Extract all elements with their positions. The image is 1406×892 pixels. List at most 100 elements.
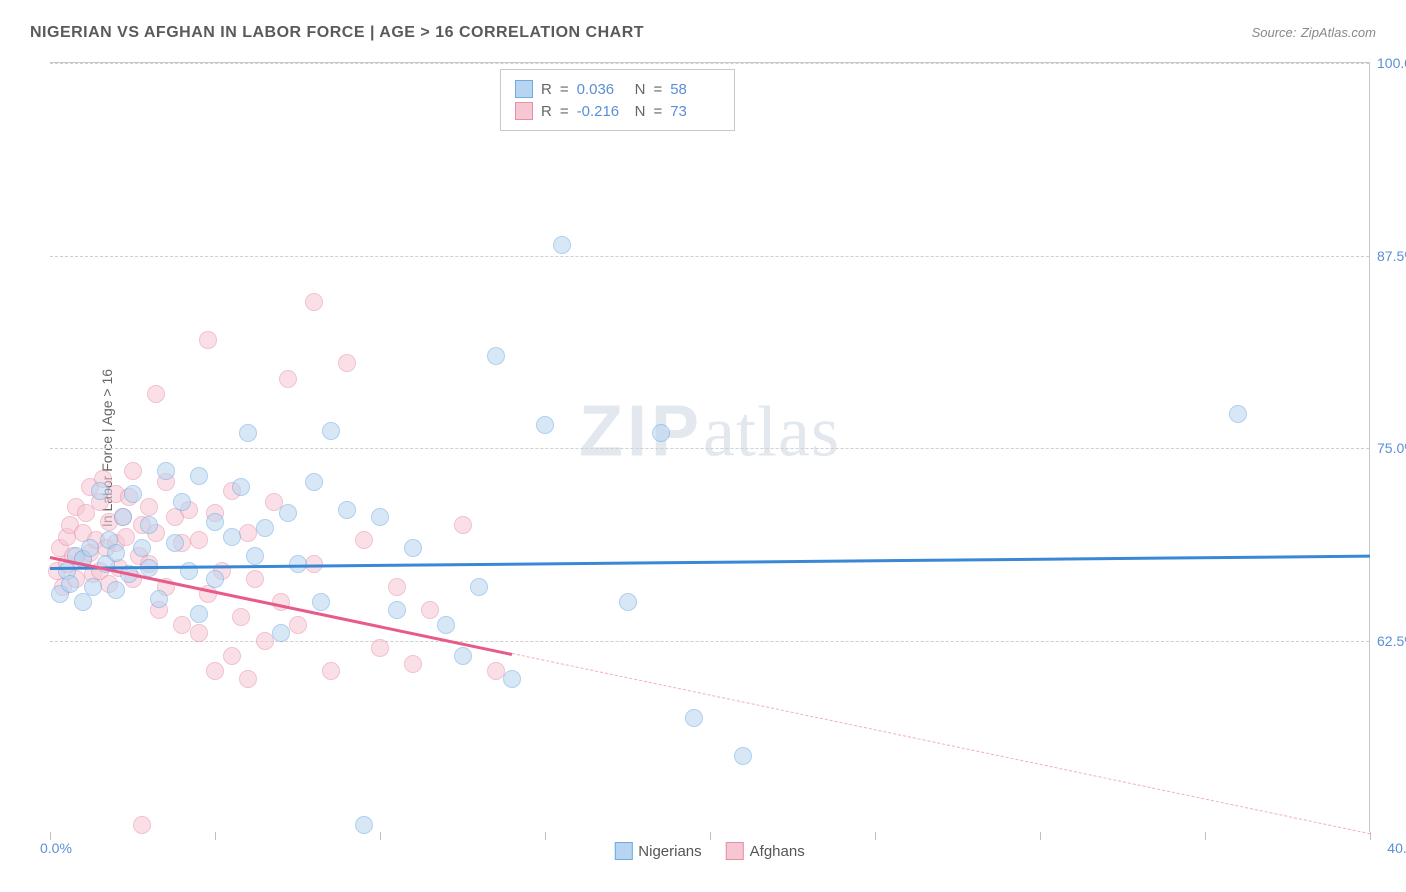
r-value: -0.216 [577,103,627,120]
x-tick [50,832,51,840]
scatter-point [206,662,224,680]
scatter-plot-area: ZIPatlas In Labor Force | Age > 16 62.5%… [50,62,1370,832]
scatter-point [685,709,703,727]
scatter-point [470,578,488,596]
x-tick [380,832,381,840]
scatter-point [107,544,125,562]
scatter-point [652,424,670,442]
gridline-horizontal [50,63,1369,64]
equals-sign: = [653,81,662,98]
scatter-point [256,519,274,537]
scatter-point [140,516,158,534]
watermark: ZIPatlas [579,391,840,474]
scatter-point [246,547,264,565]
scatter-point [487,347,505,365]
scatter-point [305,293,323,311]
scatter-point [388,601,406,619]
gridline-horizontal [50,641,1369,642]
scatter-point [322,422,340,440]
y-tick-label: 75.0% [1377,440,1406,456]
legend-swatch [726,842,744,860]
scatter-point [173,616,191,634]
scatter-point [246,570,264,588]
trend-line-dashed [512,653,1370,834]
chart-header: NIGERIAN VS AFGHAN IN LABOR FORCE | AGE … [0,0,1406,52]
x-tick [215,832,216,840]
scatter-point [147,385,165,403]
x-tick [1205,832,1206,840]
n-value: 73 [670,103,720,120]
scatter-point [61,575,79,593]
scatter-point [140,498,158,516]
x-tick-label: 0.0% [40,840,72,856]
scatter-point [107,581,125,599]
scatter-point [91,482,109,500]
legend-item: Nigerians [614,842,701,860]
scatter-point [1229,405,1247,423]
n-label: N [635,81,646,98]
source-label: Source: [1252,25,1297,40]
equals-sign: = [560,103,569,120]
scatter-point [619,593,637,611]
scatter-point [190,624,208,642]
chart-title: NIGERIAN VS AFGHAN IN LABOR FORCE | AGE … [30,24,644,42]
scatter-point [289,555,307,573]
equals-sign: = [560,81,569,98]
scatter-point [421,601,439,619]
scatter-point [305,473,323,491]
r-label: R [541,103,552,120]
r-label: R [541,81,552,98]
correlation-stats-legend: R=0.036N=58R=-0.216N=73 [500,69,735,131]
scatter-point [312,593,330,611]
r-value: 0.036 [577,81,627,98]
scatter-point [404,539,422,557]
scatter-point [404,655,422,673]
scatter-point [74,593,92,611]
scatter-point [190,531,208,549]
scatter-point [166,534,184,552]
scatter-point [239,424,257,442]
y-tick-label: 87.5% [1377,248,1406,264]
n-value: 58 [670,81,720,98]
scatter-point [190,605,208,623]
gridline-horizontal [50,448,1369,449]
scatter-point [388,578,406,596]
scatter-point [355,816,373,834]
source-name: ZipAtlas.com [1301,25,1376,40]
x-tick [1040,832,1041,840]
scatter-point [454,516,472,534]
scatter-point [322,662,340,680]
source-attribution: Source: ZipAtlas.com [1252,24,1376,42]
equals-sign: = [653,103,662,120]
scatter-point [133,539,151,557]
legend-label: Nigerians [638,843,701,860]
scatter-point [553,236,571,254]
scatter-point [124,485,142,503]
scatter-point [256,632,274,650]
watermark-bold: ZIP [579,392,703,472]
scatter-point [239,670,257,688]
scatter-point [371,639,389,657]
scatter-point [239,524,257,542]
scatter-point [81,539,99,557]
scatter-point [454,647,472,665]
x-tick [1370,832,1371,840]
legend-item: Afghans [726,842,805,860]
scatter-point [487,662,505,680]
scatter-point [232,478,250,496]
scatter-point [338,354,356,372]
scatter-point [734,747,752,765]
scatter-point [355,531,373,549]
legend-label: Afghans [750,843,805,860]
scatter-point [279,370,297,388]
series-swatch [515,102,533,120]
scatter-point [437,616,455,634]
stats-row: R=-0.216N=73 [515,100,720,122]
scatter-point [199,331,217,349]
series-legend: Nigerians Afghans [614,842,804,860]
y-tick-label: 100.0% [1377,55,1406,71]
scatter-point [114,508,132,526]
scatter-point [371,508,389,526]
scatter-point [124,462,142,480]
scatter-point [232,608,250,626]
